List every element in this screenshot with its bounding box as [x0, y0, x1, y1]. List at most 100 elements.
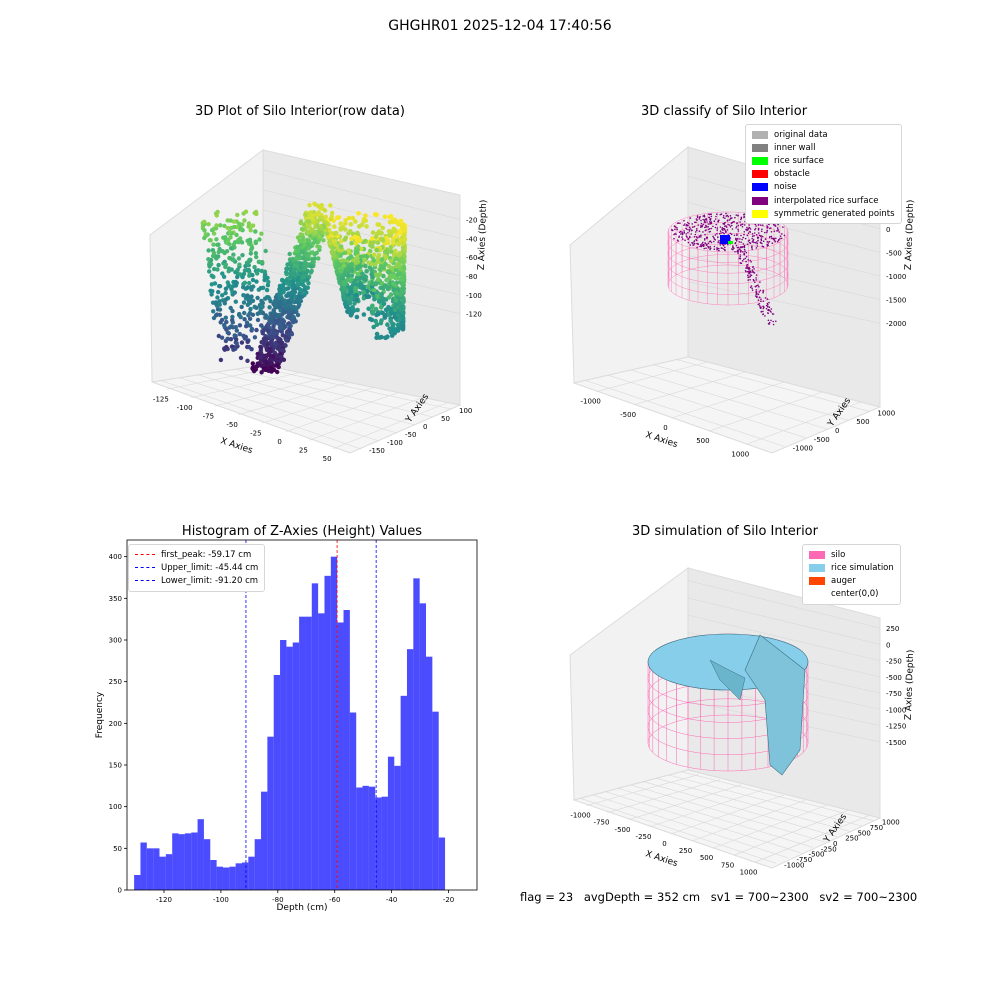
p2-point [768, 306, 771, 308]
p1-point [397, 300, 403, 306]
p2-point [700, 219, 702, 222]
p2-point [757, 303, 759, 306]
p2-point [744, 237, 747, 240]
p2-point [681, 238, 684, 240]
p2-point [727, 223, 729, 226]
p1-point [301, 222, 307, 227]
p2-point [761, 235, 764, 238]
p1-point [223, 315, 228, 320]
p1-point [290, 284, 295, 290]
y-tick-label: 250 [109, 678, 122, 686]
p1-point [398, 271, 404, 277]
p1-point [312, 201, 317, 206]
p1-point [255, 351, 260, 357]
p2-ztick: 0 [886, 226, 890, 234]
p1-point [289, 332, 295, 337]
p4-floor-pane [572, 769, 882, 869]
p2-point [759, 289, 762, 292]
p2-point [709, 221, 711, 223]
p1-point [303, 226, 308, 232]
p1-point [253, 251, 259, 256]
p1-point [278, 354, 283, 360]
p1-point [248, 251, 253, 256]
p1-point [360, 271, 365, 277]
p1-point [265, 275, 270, 280]
p1-point [350, 215, 356, 221]
p2-point [737, 214, 739, 217]
p1-point [395, 328, 401, 333]
legend-label: original data [774, 129, 828, 140]
p2-point [738, 246, 740, 249]
p1-point [372, 296, 377, 302]
p2-point [760, 230, 763, 233]
p1-point [237, 323, 243, 328]
histogram-bar [197, 819, 204, 890]
p1-point [375, 277, 381, 282]
p1-point [322, 208, 328, 213]
y-tick-label: 0 [118, 887, 122, 895]
p2-point [758, 286, 760, 288]
p2-point [691, 223, 693, 225]
p1-point [267, 319, 273, 324]
p1-point [391, 229, 397, 234]
p1-point [366, 294, 372, 299]
p1-point [339, 238, 344, 244]
p1-point [238, 355, 244, 361]
p1-point [388, 292, 394, 297]
histogram-bar [165, 854, 173, 890]
p2-point [715, 223, 717, 226]
p1-point [293, 271, 298, 277]
p2-zlabel: Z Axies (Depth) [904, 200, 916, 271]
p1-point [342, 269, 347, 274]
p1-point [235, 267, 240, 272]
p2-point [729, 232, 732, 235]
p2-point [783, 234, 786, 237]
p1-point [279, 319, 285, 324]
p2-point [676, 227, 678, 229]
p4-ztick: -750 [886, 690, 902, 698]
p1-point [338, 253, 343, 258]
p1-point [268, 299, 273, 304]
p1-point [249, 224, 254, 229]
p2-point [732, 248, 734, 251]
p1-point [338, 268, 344, 274]
legend-label: center(0,0) [831, 589, 879, 600]
p2-point [705, 247, 707, 249]
y-tick-label: 100 [109, 803, 122, 811]
p1-point [225, 280, 230, 285]
p2-point [760, 235, 762, 238]
p1-point [370, 230, 376, 235]
p1-point [255, 295, 260, 301]
p2-point [740, 223, 742, 226]
p1-point [259, 370, 264, 375]
p1-point [377, 335, 383, 340]
p1-point [218, 357, 224, 363]
p1-point [263, 248, 268, 254]
p1-point [323, 214, 328, 219]
legend-label: inner wall [774, 142, 816, 153]
p2-point [727, 215, 730, 218]
p1-point [393, 275, 398, 280]
p2-point [760, 298, 762, 300]
p1-point [208, 238, 213, 243]
histogram-bar [280, 640, 287, 890]
p2-point [766, 302, 769, 305]
p2-point [752, 238, 755, 241]
p1-point [274, 334, 279, 340]
p1-point [397, 251, 403, 256]
histogram-bar [419, 603, 427, 890]
p2-point [707, 223, 710, 225]
p2-point [694, 221, 696, 224]
p2-point [709, 247, 712, 249]
p2-point [737, 228, 739, 231]
p1-point [234, 341, 239, 346]
p2-point [728, 219, 731, 221]
p1-point [284, 305, 289, 311]
p2-point [760, 224, 762, 226]
p1-point [247, 280, 252, 286]
p2-point [741, 223, 744, 226]
p1-point [261, 362, 267, 367]
histogram-bar [140, 842, 147, 890]
p1-xtick: -125 [153, 395, 169, 403]
p1-point [372, 212, 378, 217]
